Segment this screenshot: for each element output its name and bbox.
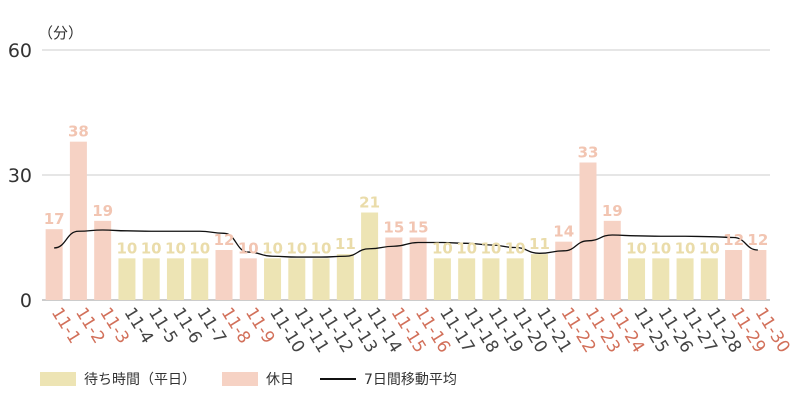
bar-value-label: 33 [578, 144, 599, 162]
bar [69, 141, 87, 300]
bar [652, 258, 670, 300]
bar-value-label: 10 [116, 239, 137, 257]
bar [628, 258, 646, 300]
legend-item-holiday: 休日 [222, 369, 294, 389]
bar [603, 220, 621, 300]
bar-value-label: 10 [238, 239, 259, 257]
bar-value-label: 10 [699, 239, 720, 257]
bar [749, 250, 767, 300]
bar-value-label: 10 [650, 239, 671, 257]
bar-value-label: 10 [262, 239, 283, 257]
bar [530, 254, 548, 300]
bar-value-label: 10 [311, 239, 332, 257]
bar-value-label: 10 [505, 239, 526, 257]
y-unit-label: （分） [38, 24, 83, 42]
bar-value-label: 10 [626, 239, 647, 257]
bar-value-label: 10 [189, 239, 210, 257]
bar-value-label: 21 [359, 194, 380, 212]
bar-value-label: 10 [675, 239, 696, 257]
bar [506, 258, 524, 300]
bar [288, 258, 306, 300]
bar-value-label: 19 [602, 202, 623, 220]
gridlines [42, 49, 770, 301]
bar-value-label: 11 [529, 235, 550, 253]
bar [336, 254, 354, 300]
legend-label-moving-average: 7日間移動平均 [364, 372, 457, 388]
y-tick-label: 0 [20, 290, 32, 312]
bar [555, 241, 573, 300]
bar [312, 258, 330, 300]
y-tick-label: 60 [8, 40, 32, 62]
bar [118, 258, 136, 300]
legend-item-weekday: 待ち時間（平日） [40, 369, 196, 389]
bar [385, 237, 403, 300]
bar [264, 258, 282, 300]
bar [433, 258, 451, 300]
bar-value-label: 38 [68, 123, 89, 141]
moving-average-line [54, 229, 758, 258]
bar [700, 258, 718, 300]
y-tick-label: 30 [8, 165, 32, 187]
legend-item-moving-average: 7日間移動平均 [320, 369, 457, 389]
bar [191, 258, 209, 300]
bar-value-label: 12 [723, 231, 744, 249]
legend-swatch-holiday [222, 372, 258, 386]
bar [45, 229, 63, 300]
legend-label-weekday: 待ち時間（平日） [84, 372, 196, 388]
legend-label-holiday: 休日 [266, 372, 294, 388]
moving-average-layer [54, 229, 758, 258]
bar [166, 258, 184, 300]
bar-value-label: 17 [44, 210, 65, 228]
bar [458, 258, 476, 300]
bar [676, 258, 694, 300]
legend-swatch-weekday [40, 372, 76, 386]
bar [725, 250, 743, 300]
bar-value-label: 10 [456, 239, 477, 257]
bar-value-label: 19 [92, 202, 113, 220]
bar [142, 258, 160, 300]
bar [361, 212, 379, 300]
bar-value-label: 14 [553, 223, 574, 241]
bar-value-label: 10 [165, 239, 186, 257]
bar [579, 162, 597, 300]
legend: 待ち時間（平日） 休日 7日間移動平均 [40, 368, 483, 390]
bar [239, 258, 257, 300]
bar-value-label: 10 [432, 239, 453, 257]
bar [94, 220, 112, 300]
bar-value-label: 12 [214, 231, 235, 249]
bar-value-label: 15 [408, 219, 429, 237]
labels: 03060（分）1711-13811-21911-31011-41011-510… [8, 24, 794, 357]
bar-value-label: 11 [335, 235, 356, 253]
bar-value-label: 10 [141, 239, 162, 257]
bar-value-label: 15 [383, 219, 404, 237]
bar [482, 258, 500, 300]
bar [409, 237, 427, 300]
bar [215, 250, 233, 300]
bar-value-label: 10 [480, 239, 501, 257]
legend-swatch-moving-average [320, 378, 356, 380]
bar-value-label: 12 [747, 231, 768, 249]
bars [45, 141, 767, 300]
bar-value-label: 10 [286, 239, 307, 257]
